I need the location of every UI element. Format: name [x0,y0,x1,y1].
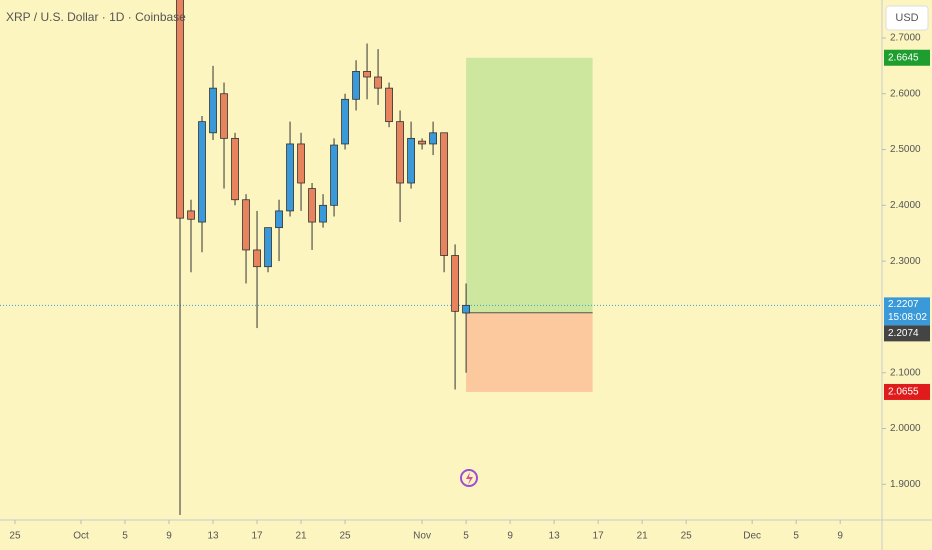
loss-zone [466,312,593,392]
candle-body [396,121,404,184]
candle-body [242,199,250,251]
y-tick-label: 2.7000 [890,33,921,44]
plot-area [0,0,882,515]
candle-body [418,140,426,145]
x-tick-label: 21 [295,531,307,542]
stop-price-label: 2.0655 [888,387,919,398]
x-tick-label: 17 [251,531,263,542]
candle-body [374,76,382,89]
candle-body [187,210,195,220]
candle-body [253,249,261,268]
candle-body [407,137,415,184]
x-tick-label: 13 [549,531,561,542]
x-tick-label: Nov [413,531,431,542]
candle-body [275,210,283,229]
candle-body [264,227,272,268]
candle-body [462,304,470,314]
countdown-label: 15:08:02 [888,312,927,323]
last-price-label: 2.2207 [888,299,919,310]
y-tick-label: 2.3000 [890,256,921,267]
x-tick-label: 25 [681,531,693,542]
x-tick-label: Dec [743,531,761,542]
x-tick-label: 9 [507,531,513,542]
entry-price-label-bg [884,325,930,342]
x-tick-label: 13 [207,531,219,542]
candle-body [385,87,393,123]
currency-button[interactable] [885,5,929,31]
last-price-bg [884,297,930,326]
candle-body [341,98,349,145]
candle-body [440,132,448,256]
y-tick-label: 1.9000 [890,479,921,490]
candle-body [363,71,371,78]
event-icon-bolt [466,472,473,485]
chart-title: XRP / U.S. Dollar · 1D · Coinbase [6,10,186,24]
y-tick-label: 2.6000 [890,88,921,99]
candle-body [297,143,305,184]
x-tick-label: 25 [339,531,351,542]
candle-body [308,188,316,223]
target-price-label-bg [884,49,930,66]
y-tick-label: 2.0000 [890,423,921,434]
axes: 2.7000 2.6000 2.5000 2.4000 2.3000 2.1000 2.00… [9,33,930,542]
candle-body [209,87,217,134]
candle-body [286,143,294,212]
y-tick-label: 2.1000 [890,367,921,378]
candle-body [330,144,338,206]
candle-body [352,71,360,100]
candle-body [220,93,228,139]
y-tick-label: 2.5000 [890,144,921,155]
x-tick-label: 21 [637,531,649,542]
candle-body [231,137,239,201]
target-price-label: 2.6645 [888,52,919,63]
candle-body [176,0,184,219]
candle-body [319,204,327,223]
profit-zone [466,57,593,313]
candle-body [198,121,206,223]
x-tick-label: 5 [463,531,469,542]
x-tick-label: 17 [593,531,605,542]
candle-body [451,255,459,312]
entry-price-label: 2.2074 [888,328,919,339]
x-tick-label: 25 [9,531,21,542]
candle-body [429,132,437,145]
event-icon[interactable] [460,469,478,487]
x-tick-label: Oct [73,531,89,542]
x-tick-label: 5 [122,531,128,542]
x-tick-label: 9 [166,531,172,542]
x-tick-label: 9 [837,531,843,542]
stop-price-label-bg [884,383,930,400]
x-tick-label: 5 [793,531,799,542]
y-tick-label: 2.4000 [890,200,921,211]
currency-label[interactable]: USD [895,12,918,24]
